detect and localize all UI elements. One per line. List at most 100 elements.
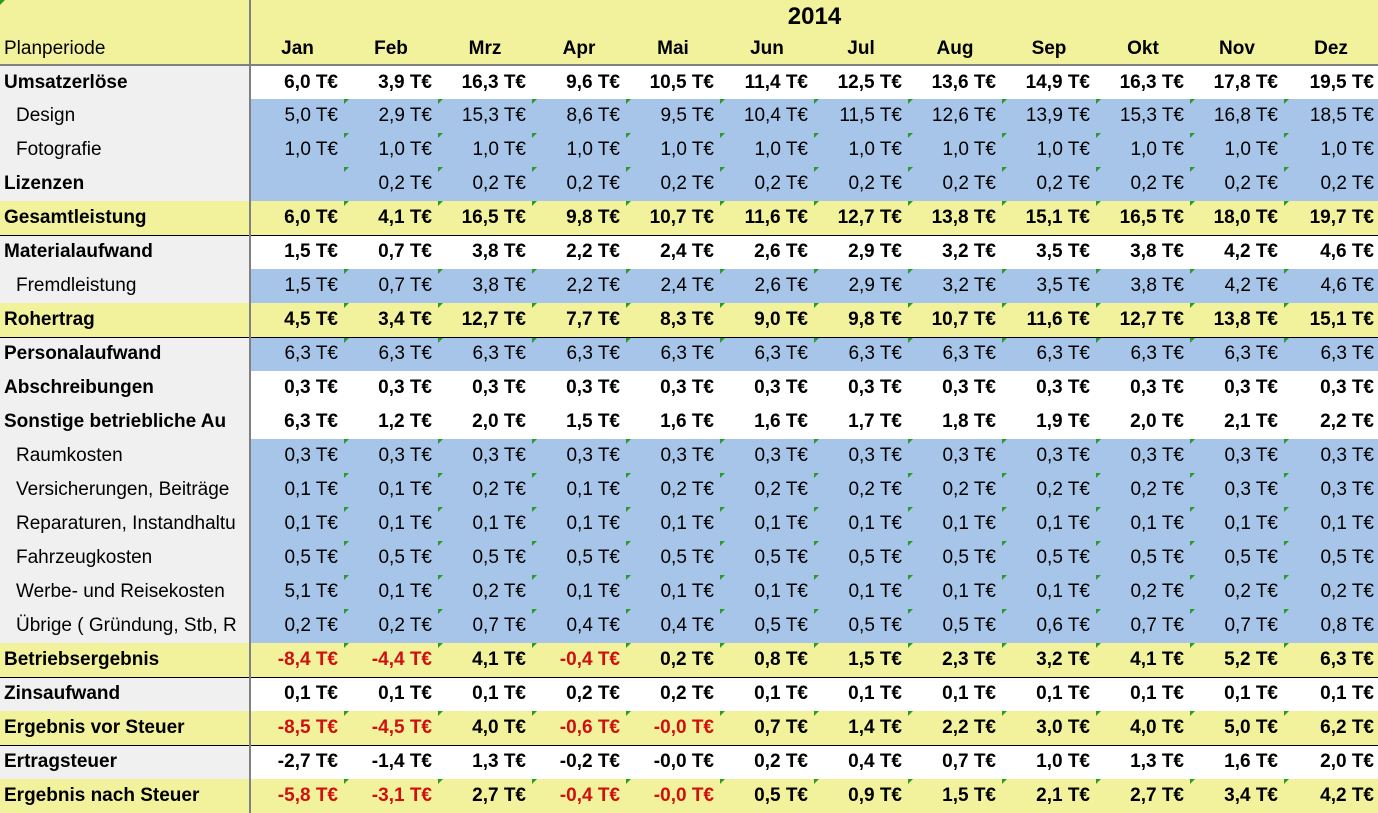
value-cell-nov[interactable]: 18,0 T€ [1190,201,1284,235]
value-cell-aug[interactable]: 0,3 T€ [908,371,1002,405]
row-label[interactable]: Fremdleistung [0,269,251,303]
value-cell-okt[interactable]: 0,3 T€ [1096,371,1190,405]
value-cell-apr[interactable]: -0,4 T€ [532,779,626,813]
value-cell-okt[interactable]: 6,3 T€ [1096,336,1190,371]
value-cell-jan[interactable] [250,167,344,201]
value-cell-okt[interactable]: 0,7 T€ [1096,609,1190,643]
value-cell-mrz[interactable]: 0,3 T€ [438,371,532,405]
value-cell-okt[interactable]: 0,3 T€ [1096,439,1190,473]
value-cell-okt[interactable]: 3,8 T€ [1096,269,1190,303]
row-label[interactable]: Rohertrag [0,303,251,337]
value-cell-sep[interactable]: 14,9 T€ [1002,65,1096,99]
value-cell-jan[interactable]: 0,1 T€ [250,676,344,711]
value-cell-sep[interactable]: 15,1 T€ [1002,201,1096,235]
value-cell-nov[interactable]: 1,6 T€ [1190,744,1284,779]
row-label[interactable]: Übrige ( Gründung, Stb, R [0,609,251,643]
value-cell-aug[interactable]: 0,1 T€ [908,676,1002,711]
value-cell-dez[interactable]: 0,2 T€ [1284,167,1378,201]
value-cell-dez[interactable]: 4,6 T€ [1284,234,1378,269]
value-cell-okt[interactable]: 0,2 T€ [1096,167,1190,201]
value-cell-sep[interactable]: 1,0 T€ [1002,744,1096,779]
value-cell-jul[interactable]: 0,2 T€ [814,473,908,507]
value-cell-dez[interactable]: 0,1 T€ [1284,676,1378,711]
value-cell-jan[interactable]: 6,0 T€ [250,65,344,99]
value-cell-jun[interactable]: 0,5 T€ [720,609,814,643]
value-cell-apr[interactable]: 0,5 T€ [532,541,626,575]
value-cell-mrz[interactable]: 0,2 T€ [438,473,532,507]
value-cell-mai[interactable]: 2,4 T€ [626,269,720,303]
value-cell-jun[interactable]: 0,1 T€ [720,676,814,711]
value-cell-apr[interactable]: 0,2 T€ [532,676,626,711]
value-cell-feb[interactable]: 1,2 T€ [344,405,438,439]
value-cell-jul[interactable]: 0,5 T€ [814,609,908,643]
value-cell-mai[interactable]: 1,6 T€ [626,405,720,439]
value-cell-jun[interactable]: 0,1 T€ [720,507,814,541]
value-cell-feb[interactable]: 4,1 T€ [344,201,438,235]
value-cell-dez[interactable]: 0,1 T€ [1284,507,1378,541]
value-cell-jul[interactable]: 0,4 T€ [814,744,908,779]
value-cell-jul[interactable]: 0,2 T€ [814,167,908,201]
value-cell-mai[interactable]: 1,0 T€ [626,133,720,167]
value-cell-nov[interactable]: 5,2 T€ [1190,643,1284,677]
value-cell-sep[interactable]: 0,6 T€ [1002,609,1096,643]
value-cell-dez[interactable]: 2,2 T€ [1284,405,1378,439]
value-cell-sep[interactable]: 3,0 T€ [1002,711,1096,745]
value-cell-mai[interactable]: 9,5 T€ [626,99,720,133]
value-cell-jan[interactable]: 0,3 T€ [250,371,344,405]
row-label[interactable]: Ertragsteuer [0,744,251,779]
value-cell-sep[interactable]: 0,3 T€ [1002,371,1096,405]
value-cell-jun[interactable]: 9,0 T€ [720,303,814,337]
value-cell-apr[interactable]: 0,3 T€ [532,439,626,473]
value-cell-jan[interactable]: 6,3 T€ [250,405,344,439]
value-cell-jun[interactable]: 0,2 T€ [720,167,814,201]
value-cell-apr[interactable]: 8,6 T€ [532,99,626,133]
value-cell-mai[interactable]: 0,2 T€ [626,643,720,677]
value-cell-jun[interactable]: 0,1 T€ [720,575,814,609]
value-cell-dez[interactable]: 6,3 T€ [1284,336,1378,371]
month-header-aug[interactable]: Aug [908,33,1002,66]
value-cell-apr[interactable]: 1,5 T€ [532,405,626,439]
month-header-mai[interactable]: Mai [626,33,720,66]
value-cell-okt[interactable]: 0,5 T€ [1096,541,1190,575]
value-cell-jul[interactable]: 1,0 T€ [814,133,908,167]
value-cell-sep[interactable]: 0,2 T€ [1002,473,1096,507]
value-cell-nov[interactable]: 2,1 T€ [1190,405,1284,439]
value-cell-nov[interactable]: 0,5 T€ [1190,541,1284,575]
value-cell-dez[interactable]: 6,2 T€ [1284,711,1378,745]
value-cell-okt[interactable]: 0,2 T€ [1096,473,1190,507]
value-cell-mrz[interactable]: 0,2 T€ [438,167,532,201]
value-cell-jul[interactable]: 1,7 T€ [814,405,908,439]
value-cell-feb[interactable]: 3,4 T€ [344,303,438,337]
value-cell-aug[interactable]: 6,3 T€ [908,336,1002,371]
value-cell-mai[interactable]: 0,4 T€ [626,609,720,643]
value-cell-mai[interactable]: -0,0 T€ [626,744,720,779]
value-cell-apr[interactable]: 0,1 T€ [532,473,626,507]
value-cell-aug[interactable]: 2,2 T€ [908,711,1002,745]
value-cell-nov[interactable]: 0,3 T€ [1190,439,1284,473]
value-cell-dez[interactable]: 0,8 T€ [1284,609,1378,643]
value-cell-sep[interactable]: 0,2 T€ [1002,167,1096,201]
row-label[interactable]: Fahrzeugkosten [0,541,251,575]
value-cell-apr[interactable]: 0,3 T€ [532,371,626,405]
value-cell-dez[interactable]: 0,3 T€ [1284,473,1378,507]
value-cell-apr[interactable]: 2,2 T€ [532,234,626,269]
value-cell-jul[interactable]: 12,7 T€ [814,201,908,235]
value-cell-sep[interactable]: 0,5 T€ [1002,541,1096,575]
value-cell-jul[interactable]: 0,3 T€ [814,439,908,473]
row-label[interactable]: Materialaufwand [0,234,251,269]
month-header-dez[interactable]: Dez [1284,33,1378,66]
value-cell-sep[interactable]: 13,9 T€ [1002,99,1096,133]
value-cell-mai[interactable]: 0,3 T€ [626,439,720,473]
value-cell-aug[interactable]: 0,7 T€ [908,744,1002,779]
value-cell-jun[interactable]: 10,4 T€ [720,99,814,133]
value-cell-okt[interactable]: 0,1 T€ [1096,676,1190,711]
value-cell-mrz[interactable]: 3,8 T€ [438,269,532,303]
value-cell-jul[interactable]: 0,9 T€ [814,779,908,813]
value-cell-nov[interactable]: 0,1 T€ [1190,507,1284,541]
value-cell-feb[interactable]: 0,1 T€ [344,676,438,711]
value-cell-dez[interactable]: 4,2 T€ [1284,779,1378,813]
value-cell-dez[interactable]: 4,6 T€ [1284,269,1378,303]
value-cell-mai[interactable]: 0,1 T€ [626,575,720,609]
value-cell-mrz[interactable]: 3,8 T€ [438,234,532,269]
value-cell-mrz[interactable]: 2,0 T€ [438,405,532,439]
